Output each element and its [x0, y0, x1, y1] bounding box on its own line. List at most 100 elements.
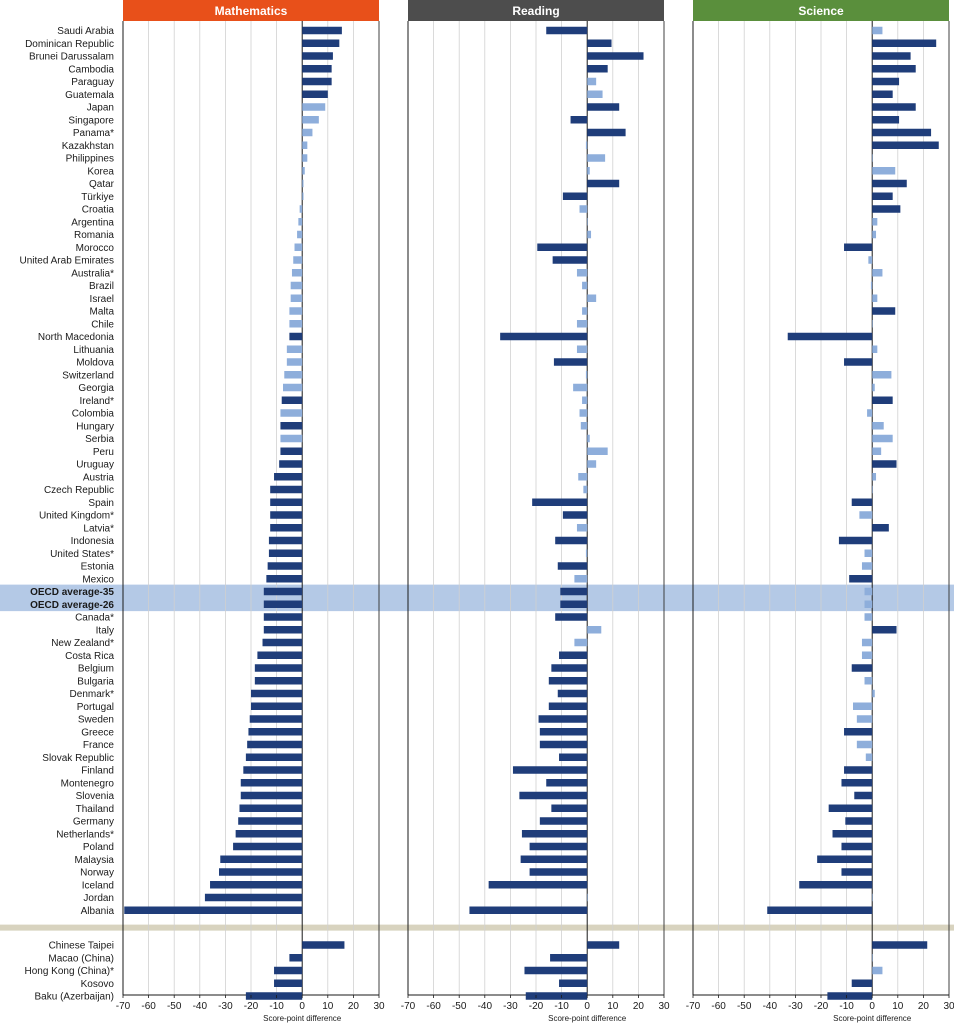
bar-reading: [546, 26, 588, 35]
oecd-highlight-band: [0, 584, 954, 612]
bar-reading: [537, 243, 588, 251]
category-label: Paraguay: [71, 77, 114, 88]
bar-mathematics: [291, 269, 303, 277]
category-label: Argentina: [71, 217, 114, 228]
bar-mathematics: [302, 141, 308, 149]
bar-science: [841, 779, 873, 787]
bar-science: [868, 256, 873, 264]
category-label: Ireland*: [80, 396, 115, 407]
category-label: Bulgaria: [77, 676, 114, 687]
bar-mathematics: [298, 218, 303, 226]
category-label: Hong Kong (China)*: [25, 966, 115, 977]
x-axis-title: Score-point difference: [548, 1014, 627, 1023]
bar-science: [872, 116, 900, 124]
x-tick-label: 10: [322, 1001, 334, 1012]
bar-science: [872, 383, 875, 392]
bar-mathematics: [293, 256, 303, 264]
bar-science: [872, 320, 873, 328]
bar-science: [865, 753, 873, 761]
bar-reading: [553, 358, 588, 366]
bar-mathematics: [274, 473, 303, 481]
bar-science: [828, 804, 873, 812]
bar-mathematics: [286, 358, 303, 366]
category-label: Mexico: [82, 574, 114, 585]
bar-science: [872, 307, 896, 315]
bar-science: [872, 192, 893, 200]
bar-reading: [557, 562, 588, 570]
bar-science: [799, 881, 873, 889]
bar-mathematics: [268, 536, 303, 545]
bar-science: [872, 103, 916, 111]
bar-reading: [548, 677, 588, 685]
bar-mathematics: [289, 307, 303, 315]
bar-mathematics: [263, 613, 303, 621]
bar-mathematics: [289, 954, 303, 962]
x-tick-label: -50: [452, 1001, 467, 1012]
bar-science: [841, 842, 873, 851]
bar-mathematics: [302, 90, 328, 98]
bar-science: [844, 358, 873, 366]
category-label: Chinese Taipei: [49, 941, 114, 952]
category-label: United Arab Emirates: [20, 256, 115, 267]
bar-science: [872, 689, 875, 698]
bar-reading: [587, 90, 603, 98]
category-label: United States*: [50, 549, 114, 560]
bar-mathematics: [283, 383, 303, 392]
bar-science: [872, 422, 884, 430]
x-tick-label: 0: [584, 1001, 590, 1012]
bar-reading: [559, 979, 588, 987]
bar-science: [859, 511, 873, 519]
category-label: Indonesia: [71, 536, 115, 547]
bar-science: [864, 677, 873, 685]
x-tick-label: 0: [299, 1001, 305, 1012]
bar-reading: [582, 307, 588, 315]
x-tick-label: -20: [529, 1001, 544, 1012]
bar-mathematics: [270, 524, 303, 532]
category-label: Finland: [81, 766, 114, 777]
bar-reading: [539, 740, 588, 749]
bar-mathematics: [270, 511, 303, 519]
bar-reading: [559, 753, 588, 761]
bar-science: [844, 243, 873, 251]
category-label: Macao (China): [48, 953, 114, 964]
bar-science: [845, 817, 873, 825]
bar-science: [872, 205, 901, 213]
bar-science: [872, 167, 896, 175]
bar-science: [851, 498, 873, 506]
bar-reading: [573, 383, 588, 392]
bar-mathematics: [220, 855, 303, 863]
bar-reading: [520, 855, 588, 863]
bar-reading: [560, 587, 588, 596]
bar-mathematics: [274, 979, 303, 987]
bar-science: [851, 664, 873, 672]
bar-science: [832, 830, 873, 838]
x-tick-label: -60: [141, 1001, 156, 1012]
x-tick-label: 30: [943, 1001, 954, 1012]
category-label: Guatemala: [65, 90, 114, 101]
x-axis-title: Score-point difference: [833, 1014, 912, 1023]
bar-reading: [579, 205, 588, 213]
bar-science: [872, 966, 883, 975]
category-label: Italy: [96, 625, 114, 636]
category-label: Malta: [90, 307, 115, 318]
bar-science: [856, 740, 873, 749]
category-label: Lithuania: [73, 345, 114, 356]
category-label: Romania: [74, 230, 114, 241]
category-label: Malaysia: [75, 855, 115, 866]
bar-reading: [587, 893, 588, 902]
x-tick-label: -30: [503, 1001, 518, 1012]
bar-science: [838, 536, 873, 545]
bar-mathematics: [204, 893, 303, 902]
bar-reading: [585, 141, 588, 149]
bar-reading: [555, 613, 588, 621]
x-tick-label: -70: [116, 1001, 131, 1012]
category-label: Slovenia: [76, 791, 115, 802]
bar-mathematics: [263, 600, 303, 608]
bar-mathematics: [289, 332, 303, 341]
bar-mathematics: [280, 447, 303, 455]
bar-science: [861, 562, 873, 570]
bar-mathematics: [302, 192, 304, 200]
bar-reading: [576, 320, 588, 328]
bar-mathematics: [262, 638, 303, 647]
category-label: Morocco: [76, 243, 115, 254]
